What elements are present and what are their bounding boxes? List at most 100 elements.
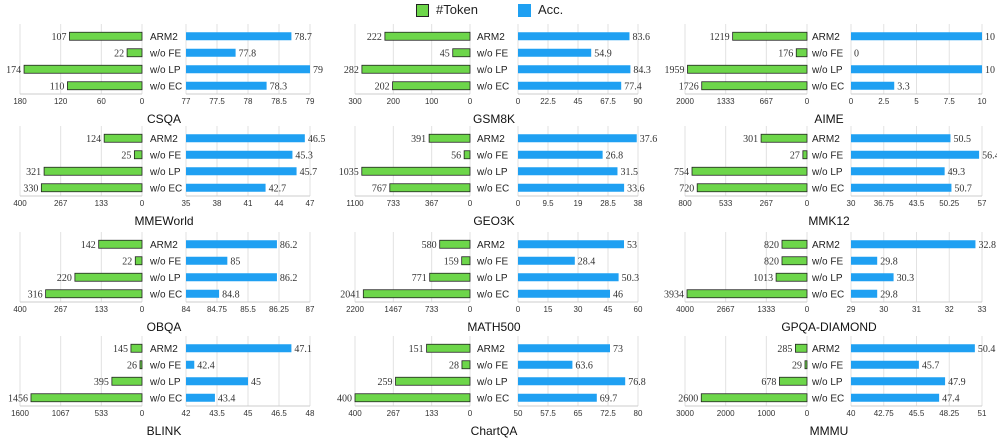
token-bar: [362, 289, 471, 299]
category-label: w/o LP: [476, 377, 508, 388]
token-value-label: 820: [764, 256, 779, 267]
acc-tick-label: 42: [182, 409, 191, 418]
token-bar: [795, 48, 808, 58]
token-tick-label: 0: [140, 97, 145, 106]
token-bar: [23, 64, 143, 74]
acc-value-label: 46.5: [308, 134, 326, 145]
acc-bar: [186, 360, 195, 369]
token-tick-label: 267: [54, 199, 68, 208]
category-label: w/o FE: [476, 150, 508, 161]
token-value-label: 754: [674, 167, 689, 178]
token-tick-label: 1067: [52, 409, 70, 418]
acc-value-label: 45.7: [300, 167, 318, 178]
token-tick-label: 1000: [757, 409, 775, 418]
chart-title: OBQA: [147, 320, 182, 334]
category-label: w/o EC: [149, 183, 182, 194]
token-tick-label: 733: [387, 199, 401, 208]
token-bar: [779, 376, 808, 386]
token-value-label: 174: [6, 65, 21, 76]
token-value-label: 1013: [753, 273, 773, 284]
chart-panel-mmmu: 3000 2000 1000 0 40 42.75 45.5 48.25 51 285 ARM2 50…: [676, 336, 995, 438]
acc-bar: [518, 81, 622, 90]
chart-title: MATH500: [467, 320, 520, 334]
token-bar: [384, 31, 471, 41]
acc-tick-label: 46.5: [271, 409, 287, 418]
acc-value-label: 42.7: [269, 183, 287, 194]
token-tick-label: 2667: [717, 305, 735, 314]
token-bar: [687, 64, 808, 74]
category-label: w/o FE: [476, 48, 508, 59]
chart-title: MMMU: [810, 424, 849, 438]
token-bar: [354, 393, 471, 403]
category-label: w/o LP: [811, 377, 843, 388]
token-bar: [781, 256, 808, 266]
acc-value-label: 50.7: [954, 183, 972, 194]
acc-value-label: 50.3: [622, 273, 640, 284]
acc-value-label: 76.8: [628, 377, 646, 388]
token-tick-label: 0: [140, 199, 145, 208]
category-label: w/o FE: [149, 360, 181, 371]
acc-bar: [518, 134, 637, 143]
token-tick-label: 267: [54, 305, 68, 314]
token-bar: [426, 343, 471, 353]
acc-tick-label: 40: [847, 409, 856, 418]
category-label: w/o LP: [811, 65, 843, 76]
category-label: w/o FE: [476, 256, 508, 267]
category-label: w/o FE: [811, 256, 843, 267]
acc-tick-label: 19: [574, 199, 583, 208]
acc-tick-label: 42.75: [874, 409, 895, 418]
token-tick-label: 0: [468, 409, 473, 418]
token-value-label: 25: [121, 150, 131, 161]
acc-value-label: 32.8: [978, 240, 996, 251]
token-value-label: 145: [113, 344, 128, 355]
acc-value-label: 42.4: [197, 360, 215, 371]
acc-tick-label: 2.5: [878, 97, 890, 106]
chart-panel-gpqa-diamond: 4000 2667 1333 0 29 30 31 32 33 820 ARM2 32.8 820 w/o…: [664, 232, 996, 334]
category-label: w/o LP: [149, 65, 181, 76]
acc-bar: [851, 65, 982, 74]
token-bar: [439, 239, 471, 249]
token-value-label: 107: [51, 32, 66, 43]
acc-bar: [518, 344, 610, 353]
token-value-label: 220: [57, 273, 72, 284]
token-tick-label: 0: [805, 199, 810, 208]
acc-value-label: 56.4: [982, 150, 997, 161]
category-label: w/o EC: [811, 183, 844, 194]
acc-bar: [186, 150, 293, 159]
acc-tick-label: 90: [634, 97, 643, 106]
token-value-label: 400: [337, 393, 352, 404]
acc-bar: [186, 273, 277, 282]
chart-panel-math500: 2200 1467 733 0 0 15 30 45 60 580 ARM2 53 159 w/o FE 2…: [340, 232, 643, 334]
token-tick-label: 400: [348, 409, 362, 418]
token-tick-label: 0: [140, 409, 145, 418]
token-tick-label: 400: [13, 199, 27, 208]
acc-tick-label: 48: [306, 409, 315, 418]
token-bar: [760, 133, 808, 143]
token-bar: [781, 239, 808, 249]
acc-bar: [186, 289, 220, 298]
token-tick-label: 2000: [676, 97, 694, 106]
token-bar: [429, 272, 471, 282]
token-bar: [40, 183, 143, 193]
token-tick-label: 2200: [346, 305, 364, 314]
acc-value-label: 77.4: [624, 81, 642, 92]
token-tick-label: 533: [95, 409, 109, 418]
token-value-label: 142: [81, 240, 96, 251]
acc-bar: [851, 81, 895, 90]
acc-bar: [518, 183, 625, 192]
category-label: w/o EC: [149, 393, 182, 404]
acc-tick-label: 43.5: [909, 199, 925, 208]
category-label: w/o LP: [149, 273, 181, 284]
acc-bar: [518, 256, 575, 265]
token-value-label: 22: [122, 256, 132, 267]
token-value-label: 282: [344, 65, 359, 76]
chart-panel-csqa: 180 120 60 0 77 77.5 78 78.5 79 107 ARM2 78.7 22 w/o …: [6, 24, 323, 126]
acc-tick-label: 22.5: [540, 97, 556, 106]
token-bar: [74, 272, 143, 282]
category-label: w/o EC: [476, 81, 509, 92]
token-tick-label: 0: [805, 305, 810, 314]
acc-tick-label: 15: [544, 305, 553, 314]
token-bar: [126, 48, 143, 58]
acc-value-label: 3.3: [897, 81, 910, 92]
